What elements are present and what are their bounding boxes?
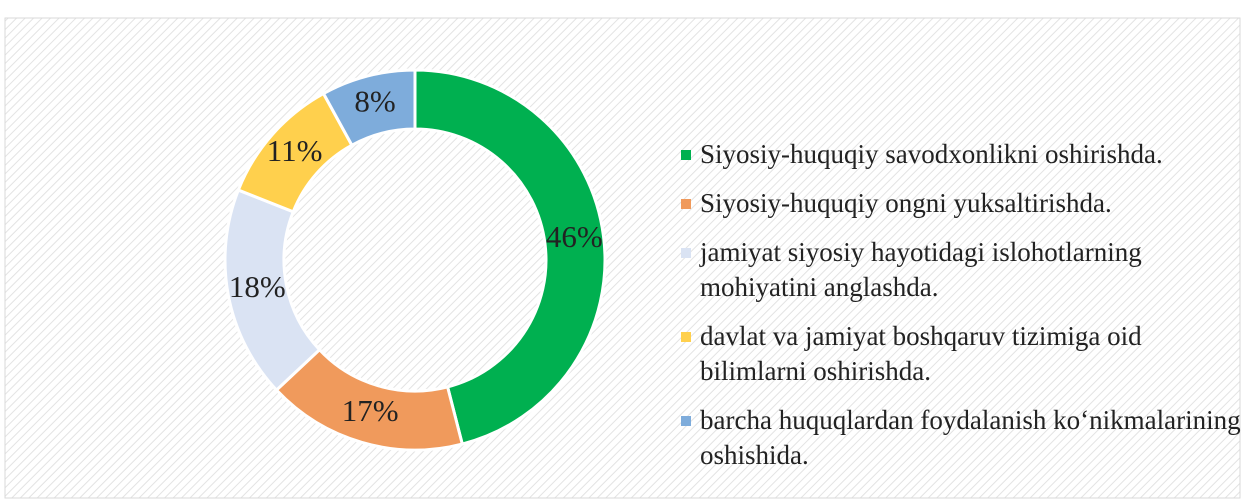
chart-area (4, 17, 1241, 499)
legend-item: Siyosiy-huquqiy savodxonlikni oshirishda… (676, 137, 1241, 172)
legend-item: Siyosiy-huquqiy ongni yuksaltirishda. (676, 186, 1241, 221)
legend-marker (681, 199, 691, 209)
legend-label: Siyosiy-huquqiy savodxonlikni oshirishda… (700, 139, 1163, 169)
legend-marker (681, 248, 691, 258)
legend-label: jamiyat siyosiy hayotidagi islohotlarnin… (700, 237, 1142, 302)
donut-slice (413, 68, 607, 446)
legend-label: Siyosiy-huquqiy ongni yuksaltirishda. (700, 188, 1112, 218)
slice-label: 18% (229, 269, 286, 304)
legend-item: davlat va jamiyat boshqaruv tizimiga oid… (676, 319, 1241, 389)
legend-item: barcha huquqlardan foydalanish ko‘nikmal… (676, 403, 1241, 473)
legend-label: barcha huquqlardan foydalanish ko‘nikmal… (700, 405, 1241, 470)
slice-label: 46% (546, 219, 603, 254)
slice-label: 11% (267, 133, 323, 168)
legend-marker (681, 332, 691, 342)
donut-slice (321, 68, 417, 148)
slice-label: 8% (354, 84, 395, 119)
legend-label: davlat va jamiyat boshqaruv tizimiga oid… (700, 321, 1142, 386)
legend-marker (681, 416, 691, 426)
donut: 46% 17% 18% 11% 8% (223, 68, 607, 452)
legend-marker (681, 150, 691, 160)
slice-label: 17% (342, 393, 399, 428)
legend-item: jamiyat siyosiy hayotidagi islohotlarnin… (676, 235, 1241, 305)
legend: Siyosiy-huquqiy savodxonlikni oshirishda… (676, 137, 1241, 487)
